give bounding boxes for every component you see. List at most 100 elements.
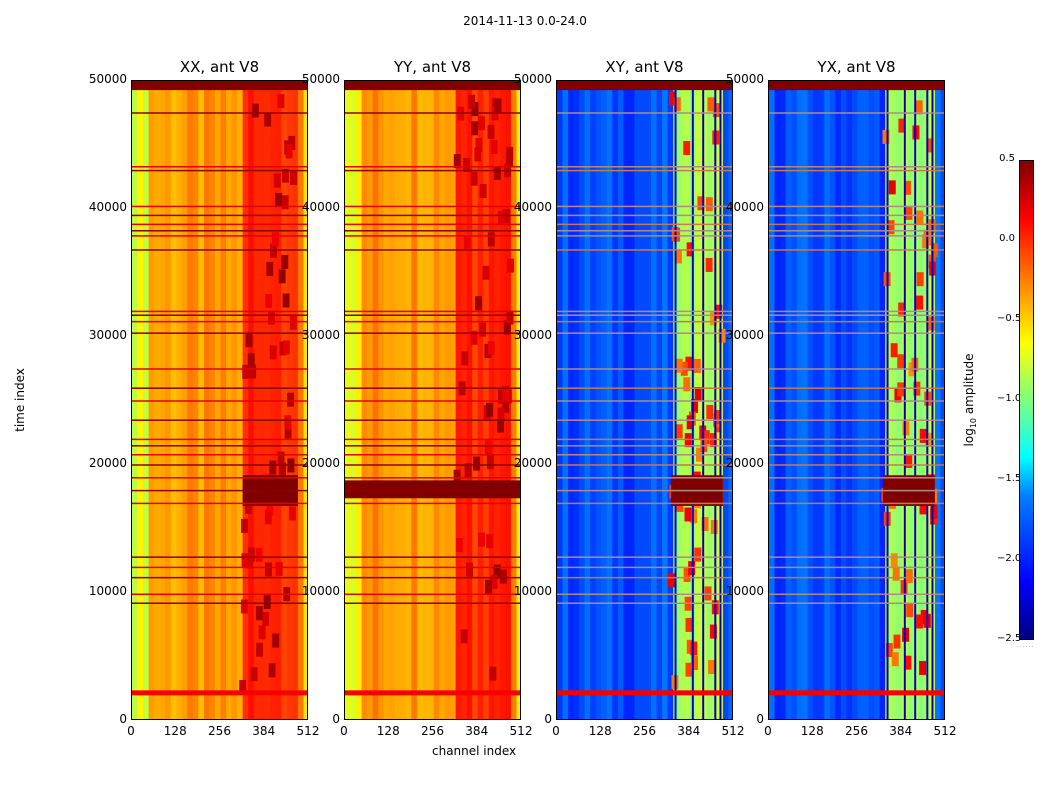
rfi-blob — [275, 561, 283, 576]
flagged-time-row — [769, 566, 944, 569]
heatmap-column — [275, 81, 282, 719]
flagged-time-row — [557, 690, 732, 696]
flagged-time-row — [557, 205, 732, 208]
flagged-time-row — [345, 690, 520, 696]
rfi-blob — [269, 460, 277, 475]
heatmap-column — [634, 81, 641, 719]
colorbar-dots: ...... — [1017, 642, 1035, 649]
flagged-time-row — [345, 477, 520, 479]
x-tick-label: 128 — [163, 724, 187, 738]
flagged-time-row — [557, 81, 732, 85]
rfi-blob — [262, 611, 270, 626]
flagged-time-row — [345, 368, 520, 370]
rfi-blob — [898, 302, 906, 317]
heatmap-column — [769, 81, 776, 719]
flagged-time-row — [132, 314, 307, 316]
rfi-blob — [466, 562, 474, 577]
colorbar-tick-label: 0.5 — [999, 153, 1015, 164]
flagged-channel-line — [926, 81, 929, 719]
heatmap-column — [292, 81, 299, 719]
flagged-time-row — [345, 445, 520, 447]
flagged-time-row — [557, 387, 732, 389]
x-tick-label: 256 — [208, 724, 231, 738]
flagged-time-row — [132, 214, 307, 217]
heatmap-column — [606, 81, 613, 719]
heatmap-column — [253, 81, 260, 719]
rfi-blob — [507, 258, 514, 273]
rfi-blob — [694, 547, 702, 562]
heatmap-column — [159, 81, 166, 719]
flagged-channel-line — [886, 81, 889, 719]
heatmap-column — [198, 81, 205, 719]
flagged-time-row — [769, 576, 944, 579]
flagged-time-row — [769, 310, 944, 313]
heatmap-column — [510, 81, 517, 719]
y-tick-label: 50000 — [88, 72, 127, 86]
heatmap-column — [259, 81, 266, 719]
heatmap-column — [170, 81, 177, 719]
heatmap-column — [802, 81, 809, 719]
rfi-blob — [926, 138, 934, 153]
rfi-blob — [240, 599, 248, 614]
rfi-blob — [486, 455, 494, 470]
x-tick-label: 256 — [845, 724, 868, 738]
rfi-blob — [258, 625, 266, 640]
flagged-channel-line — [674, 81, 677, 719]
heatmap-column — [879, 81, 886, 719]
rfi-blob — [675, 358, 683, 373]
flagged-time-row — [132, 489, 307, 492]
rfi-blob — [460, 629, 468, 644]
flagged-time-row — [769, 438, 944, 441]
rfi-blob — [683, 377, 691, 392]
rfi-blob — [701, 516, 709, 531]
heatmap-column — [383, 81, 390, 719]
flagged-time-row — [132, 223, 307, 226]
rfi-blob — [497, 210, 505, 225]
heatmap-yx — [768, 80, 945, 720]
flagged-time-row — [132, 400, 307, 402]
heatmap-column — [651, 81, 658, 719]
heatmap-column — [728, 81, 732, 719]
flagged-time-row — [132, 320, 307, 323]
flagged-time-row — [132, 419, 307, 421]
flagged-time-row — [769, 400, 944, 402]
x-tick-label: 512 — [509, 724, 533, 738]
rfi-blob — [709, 624, 717, 639]
y-tick-label: 0 — [332, 712, 340, 726]
heatmap-column — [639, 81, 646, 719]
flagged-time-row — [345, 502, 520, 505]
rfi-blob — [904, 655, 912, 670]
flagged-time-row — [557, 214, 732, 217]
heatmap-column — [303, 81, 307, 719]
heatmap-column — [439, 81, 446, 719]
flagged-time-row — [557, 566, 732, 569]
y-tick-label: 0 — [544, 712, 552, 726]
heatmap-column — [203, 81, 210, 719]
heatmap-column — [477, 81, 484, 719]
rfi-blob — [686, 639, 694, 654]
heatmap-column — [444, 81, 451, 719]
rfi-blob — [246, 554, 254, 569]
heatmap-column — [405, 81, 412, 719]
rfi-blob — [686, 415, 694, 430]
y-tick-label: 50000 — [513, 72, 552, 86]
heatmap-column — [422, 81, 429, 719]
rfi-blob — [266, 261, 274, 276]
heatmap-column — [350, 81, 357, 719]
rfi-blob — [706, 404, 714, 419]
flagged-time-row — [557, 464, 732, 466]
rfi-blob — [905, 205, 913, 220]
heatmap-column — [297, 81, 304, 719]
flagged-time-row — [345, 387, 520, 389]
panel-title-yy: YY, ant V8 — [393, 58, 471, 76]
flagged-time-row — [345, 320, 520, 323]
heatmap-column — [774, 81, 781, 719]
heatmap-column — [214, 81, 221, 719]
rfi-blob — [691, 398, 699, 413]
x-tick-label: 0 — [764, 724, 772, 738]
rfi-blob — [251, 103, 259, 118]
heatmap-column — [595, 81, 602, 719]
rfi-blob — [497, 407, 505, 422]
rfi-blob — [673, 227, 681, 242]
heatmap-column — [466, 81, 473, 719]
